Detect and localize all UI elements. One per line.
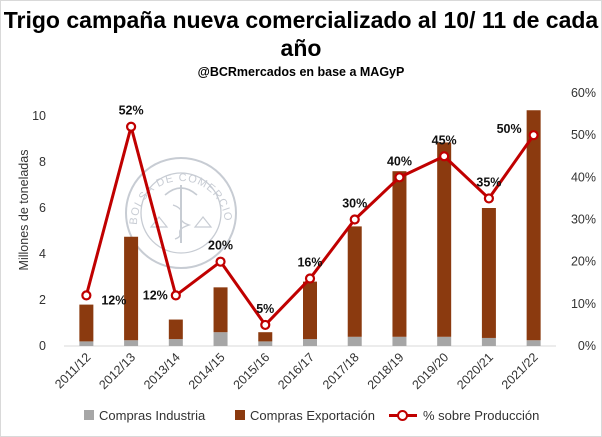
y-tick-4: 4 bbox=[39, 247, 46, 261]
point-porcentaje-2014/15 bbox=[215, 256, 226, 267]
bar-industria-2012/13 bbox=[124, 340, 139, 346]
y-tick-8: 8 bbox=[39, 155, 46, 169]
seal-outer-ring bbox=[125, 157, 237, 269]
bar-exportacion-2014/15 bbox=[213, 287, 228, 333]
bar-industria-2013/14 bbox=[168, 339, 183, 346]
y-axis-label: Millones de toneladas bbox=[17, 150, 31, 271]
data-label-2021/22: 50% bbox=[497, 122, 522, 136]
bar-industria-2018/19 bbox=[392, 336, 407, 346]
data-label-2018/19: 40% bbox=[387, 154, 412, 168]
bar-exportacion-2013/14 bbox=[168, 319, 183, 340]
bar-exportacion-2012/13 bbox=[124, 236, 139, 341]
bar-exportacion-2019/20 bbox=[437, 142, 452, 337]
data-label-2011/12: 12% bbox=[101, 293, 126, 307]
data-label-2016/17: 16% bbox=[297, 256, 322, 270]
legend-item-industria: Compras Industria bbox=[84, 404, 205, 426]
y2-tick-30%: 30% bbox=[571, 213, 596, 227]
seal-inner-ring bbox=[140, 172, 222, 254]
bar-exportacion-2021/22 bbox=[526, 110, 541, 341]
watermark-seal: BOLSA DE COMERCIO DE ROSARIO bbox=[0, 0, 237, 269]
x-tick-2020/21: 2020/21 bbox=[454, 350, 496, 392]
x-tick-2017/18: 2017/18 bbox=[320, 350, 362, 392]
bar-industria-2014/15 bbox=[213, 332, 228, 346]
point-porcentaje-2016/17 bbox=[304, 273, 316, 284]
x-tick-2012/13: 2012/13 bbox=[96, 350, 138, 392]
x-tick-2015/16: 2015/16 bbox=[231, 350, 273, 392]
legend-line-porcentaje bbox=[389, 410, 417, 421]
y-tick-2: 2 bbox=[39, 293, 46, 307]
seal-emblem-snake bbox=[172, 204, 192, 240]
y2-tick-0%: 0% bbox=[578, 339, 596, 353]
data-label-2012/13: 52% bbox=[119, 104, 144, 118]
legend-swatch-industria bbox=[84, 410, 94, 420]
point-porcentaje-2019/20 bbox=[439, 151, 450, 162]
bar-industria-2015/16 bbox=[258, 341, 273, 346]
legend-label-exportacion: Compras Exportación bbox=[250, 407, 375, 423]
bar-exportacion-2016/17 bbox=[303, 281, 317, 340]
data-label-2013/14: 12% bbox=[143, 288, 168, 302]
bar-industria-2011/12 bbox=[79, 341, 94, 346]
bar-exportacion-2015/16 bbox=[258, 332, 273, 342]
bar-industria-2020/21 bbox=[481, 337, 496, 346]
y2-tick-10%: 10% bbox=[571, 297, 596, 311]
legend: Compras Industria Compras Exportación % … bbox=[0, 404, 602, 426]
data-label-2014/15: 20% bbox=[208, 239, 233, 253]
point-porcentaje-2020/21 bbox=[483, 193, 495, 204]
bar-exportacion-2017/18 bbox=[347, 226, 362, 337]
bar-exportacion-2020/21 bbox=[481, 208, 496, 338]
chart-title: Trigo campaña nueva comercializado al 10… bbox=[3, 7, 599, 61]
y2-tick-50%: 50% bbox=[571, 128, 596, 142]
seal-emblem-wings bbox=[164, 187, 198, 196]
point-porcentaje-2013/14 bbox=[170, 290, 181, 301]
y2-tick-40%: 40% bbox=[571, 170, 596, 184]
x-tick-2021/22: 2021/22 bbox=[499, 350, 541, 392]
data-label-2015/16: 5% bbox=[256, 302, 274, 316]
x-tick-2013/14: 2013/14 bbox=[141, 350, 183, 392]
bar-industria-2017/18 bbox=[347, 336, 362, 346]
legend-swatch-exportacion bbox=[235, 410, 245, 420]
x-tick-2016/17: 2016/17 bbox=[275, 350, 317, 392]
y2-tick-20%: 20% bbox=[571, 255, 596, 269]
seal-emblem-scale-right bbox=[193, 216, 213, 228]
bar-industria-2016/17 bbox=[303, 339, 317, 346]
x-tick-2018/19: 2018/19 bbox=[365, 350, 407, 392]
point-porcentaje-2018/19 bbox=[394, 172, 405, 183]
chart-subtitle: @BCRmercados en base a MAGyP bbox=[197, 65, 405, 79]
bar-industria-2021/22 bbox=[526, 340, 541, 346]
x-tick-2011/12: 2011/12 bbox=[52, 350, 93, 391]
y-tick-6: 6 bbox=[39, 201, 46, 215]
point-porcentaje-2015/16 bbox=[260, 319, 271, 331]
bar-exportacion-2018/19 bbox=[392, 171, 407, 337]
y2-tick-60%: 60% bbox=[571, 86, 596, 100]
point-porcentaje-2012/13 bbox=[125, 121, 137, 132]
x-tick-2014/15: 2014/15 bbox=[186, 350, 228, 392]
bar-industria-2019/20 bbox=[437, 336, 452, 346]
bar-exportacion-2011/12 bbox=[79, 304, 94, 342]
data-label-2020/21: 35% bbox=[476, 175, 501, 189]
legend-item-exportacion: Compras Exportación bbox=[235, 404, 375, 426]
seal-emblem-scale-left bbox=[149, 216, 169, 228]
point-porcentaje-2021/22 bbox=[528, 130, 539, 141]
y-tick-10: 10 bbox=[32, 109, 46, 123]
x-tick-2019/20: 2019/20 bbox=[409, 350, 451, 392]
legend-item-porcentaje: % sobre Producción bbox=[389, 404, 539, 426]
legend-label-porcentaje: % sobre Producción bbox=[423, 407, 540, 423]
point-porcentaje-2011/12 bbox=[81, 290, 92, 301]
y-tick-0: 0 bbox=[39, 339, 46, 353]
data-label-2019/20: 45% bbox=[432, 133, 457, 147]
point-porcentaje-2017/18 bbox=[349, 214, 360, 225]
data-label-2017/18: 30% bbox=[342, 197, 367, 211]
legend-label-industria: Compras Industria bbox=[99, 407, 206, 423]
